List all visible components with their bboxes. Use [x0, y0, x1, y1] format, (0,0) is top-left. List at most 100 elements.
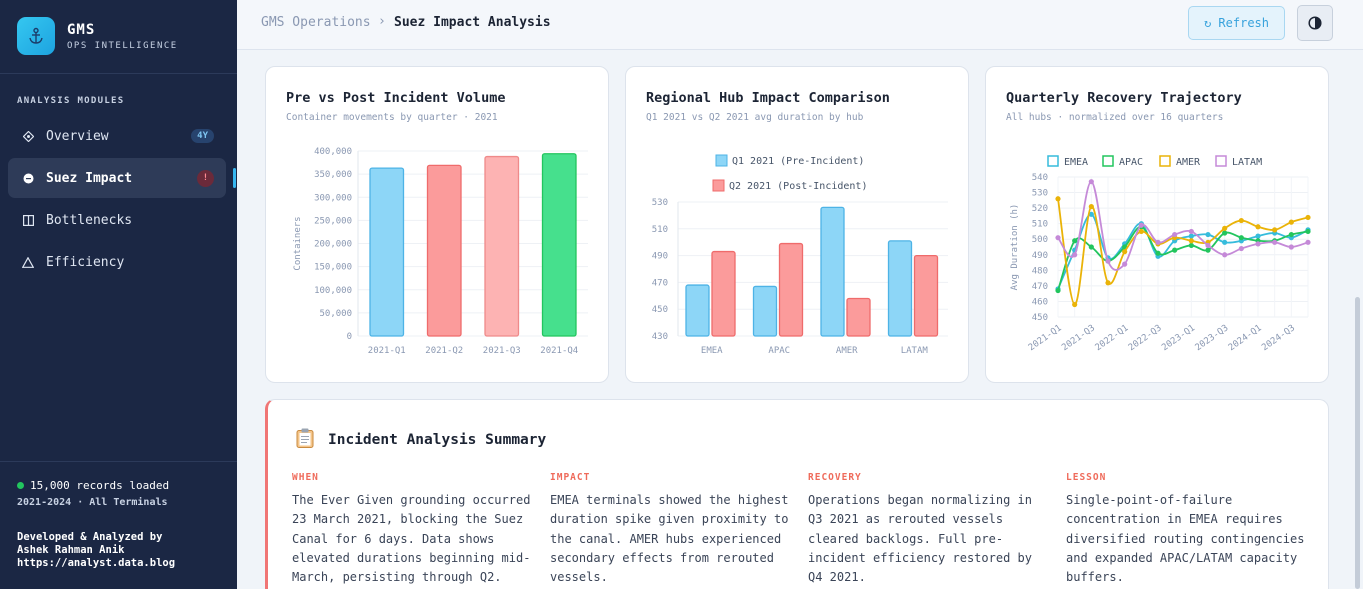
- author-link[interactable]: https://analyst.data.blog: [17, 557, 176, 569]
- summary-impact: IMPACT EMEA terminals showed the highest…: [550, 472, 790, 587]
- summary-title: Incident Analysis Summary: [328, 432, 547, 448]
- y-tick-label: 100,000: [314, 286, 352, 296]
- records-status: 15,000 records loaded: [17, 479, 169, 492]
- y-tick-label: 150,000: [314, 263, 352, 273]
- sidebar-divider: [0, 73, 237, 74]
- bar: [887, 240, 913, 337]
- y-tick-label: 520: [1032, 204, 1048, 214]
- legend-swatch: [1159, 155, 1171, 167]
- data-point: [1222, 252, 1228, 258]
- page-scrollbar[interactable]: [1355, 297, 1360, 589]
- y-tick-label: 490: [1032, 251, 1048, 261]
- card-title: Regional Hub Impact Comparison: [646, 90, 890, 106]
- bar: [752, 285, 778, 337]
- data-point: [1305, 228, 1311, 235]
- y-tick-label: 490: [652, 252, 668, 262]
- y-axis-label: Containers: [293, 216, 303, 270]
- bar: [820, 206, 845, 337]
- circle-icon: [22, 172, 34, 184]
- brand-subtitle: OPS INTELLIGENCE: [67, 40, 178, 51]
- recovery-line-chart: 450 460 470 480 490 500 510 520 530 540 Avg Durati…: [1010, 155, 1311, 353]
- summary-text: Operations began normalizing in Q3 2021 …: [808, 493, 1032, 585]
- bar: [369, 167, 405, 337]
- data-point: [1272, 239, 1278, 245]
- data-point: [1288, 219, 1294, 225]
- data-point: [1138, 228, 1144, 235]
- data-point: [1072, 252, 1078, 258]
- nav-label: Overview: [46, 128, 109, 144]
- legend-swatch: [1215, 155, 1227, 167]
- bar: [685, 284, 710, 337]
- years-badge: 4Y: [191, 129, 214, 143]
- summary-label: RECOVERY: [808, 472, 862, 483]
- data-point: [1288, 244, 1294, 250]
- bar: [426, 164, 462, 337]
- section-label: ANALYSIS MODULES: [17, 96, 125, 106]
- y-tick-label: 0: [347, 332, 352, 342]
- y-tick-label: 450: [1032, 313, 1048, 323]
- data-point: [1055, 196, 1061, 202]
- y-tick-label: 200,000: [314, 240, 352, 250]
- x-tick-label: 2024-Q1: [1227, 323, 1264, 353]
- data-point: [1105, 280, 1111, 286]
- summary-header: Incident Analysis Summary: [296, 428, 546, 452]
- data-point: [1172, 247, 1178, 253]
- card-subtitle: Q1 2021 vs Q2 2021 avg duration by hub: [646, 112, 864, 123]
- breadcrumb-root[interactable]: GMS Operations: [261, 15, 371, 30]
- y-axis-label: Avg Duration (h): [1010, 204, 1020, 291]
- incident-summary-card: Incident Analysis Summary WHEN The Ever …: [265, 399, 1329, 589]
- data-point: [1255, 233, 1261, 239]
- data-point: [1088, 203, 1094, 210]
- anchor-icon: [17, 17, 55, 55]
- data-point: [1305, 214, 1311, 221]
- bar: [711, 250, 736, 337]
- data-point: [1072, 238, 1078, 244]
- y-tick-label: 450: [652, 305, 668, 315]
- x-tick-label: 2024-Q3: [1260, 323, 1297, 353]
- theme-toggle-button[interactable]: [1297, 5, 1333, 41]
- diamond-icon: [22, 130, 34, 142]
- data-point: [1305, 239, 1311, 245]
- y-tick-label: 470: [1032, 282, 1048, 292]
- y-tick-label: 430: [652, 332, 668, 342]
- card-subtitle: All hubs · normalized over 16 quarters: [1006, 112, 1224, 123]
- summary-label: WHEN: [292, 472, 319, 483]
- bar: [913, 254, 939, 337]
- data-point: [1172, 231, 1178, 238]
- y-tick-label: 400,000: [314, 147, 352, 157]
- y-tick-label: 250,000: [314, 216, 352, 226]
- data-point: [1238, 245, 1244, 252]
- contrast-icon: [1308, 16, 1322, 30]
- regional-bar-chart: 430 450 470 490 510 530 Q1 2021 (Pre-Incident)…: [652, 154, 948, 356]
- data-point: [1155, 250, 1161, 256]
- x-tick-label: 2021-Q1: [368, 346, 406, 356]
- legend-swatch: [1047, 155, 1059, 167]
- data-point: [1138, 222, 1144, 228]
- legend-swatch: [1102, 155, 1114, 167]
- data-point: [1188, 233, 1194, 239]
- legend-label: AMER: [1176, 157, 1201, 168]
- data-point: [1255, 241, 1261, 247]
- summary-lesson: LESSON Single-point-of-failure concentra…: [1066, 472, 1306, 587]
- nav-item-suez-impact[interactable]: Suez Impact !: [8, 158, 226, 198]
- data-point: [1122, 261, 1128, 267]
- nav-item-efficiency[interactable]: Efficiency: [8, 242, 226, 282]
- data-scope: 2021-2024 · All Terminals: [17, 497, 168, 508]
- x-tick-label: 2023-Q3: [1194, 323, 1231, 353]
- y-tick-label: 530: [652, 198, 668, 208]
- data-point: [1222, 225, 1228, 231]
- data-point: [1088, 179, 1094, 185]
- data-point: [1155, 239, 1161, 245]
- nav-item-bottlenecks[interactable]: Bottlenecks: [8, 200, 226, 240]
- data-point: [1072, 301, 1078, 308]
- y-tick-label: 350,000: [314, 170, 352, 180]
- data-point: [1088, 211, 1094, 217]
- nav-item-overview[interactable]: Overview 4Y: [8, 116, 226, 156]
- bar: [484, 155, 520, 337]
- x-tick-label: 2022-Q1: [1094, 323, 1131, 353]
- legend-label: EMEA: [1064, 157, 1088, 168]
- refresh-button[interactable]: ↻ Refresh: [1188, 6, 1285, 40]
- regional-chart-card: Regional Hub Impact Comparison Q1 2021 v…: [625, 66, 969, 383]
- summary-label: LESSON: [1066, 472, 1107, 483]
- y-tick-label: 50,000: [319, 309, 352, 319]
